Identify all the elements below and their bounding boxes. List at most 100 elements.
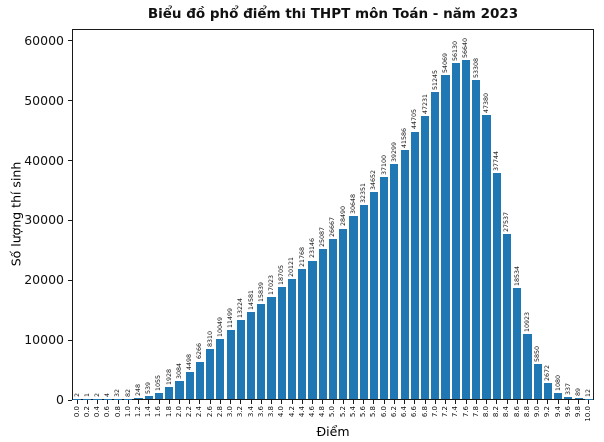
bar-value-label: 34652: [370, 169, 378, 190]
x-tick-label-wrap: 5.8: [369, 406, 379, 417]
x-tick-mark: [158, 400, 160, 404]
y-tick-label: 10000: [24, 332, 64, 348]
x-tick-label: 9.2: [543, 406, 552, 418]
x-tick-label-wrap: 5.6: [359, 406, 369, 417]
y-tick-label: 30000: [24, 212, 64, 228]
x-tick-label-wrap: 3.2: [236, 406, 246, 417]
bar: [451, 63, 460, 399]
bar-value-label: 1: [83, 392, 91, 397]
x-tick-mark: [352, 400, 354, 404]
bar: [421, 116, 430, 399]
x-tick-label: 6.4: [400, 406, 409, 418]
bar-value-label-wrap: 28490: [338, 206, 348, 226]
bar-value-label: 28490: [339, 206, 347, 227]
x-tick-mark: [578, 400, 580, 404]
x-tick-label-wrap: 8.8: [522, 406, 532, 417]
bar-value-label: 56640: [462, 38, 470, 59]
bar-value-label-wrap: 1928: [164, 369, 174, 385]
x-tick-mark: [455, 400, 457, 404]
x-tick-mark: [230, 400, 232, 404]
bar-value-label: 89: [575, 388, 583, 397]
bar-value-label-wrap: 539: [144, 382, 154, 394]
y-tick-mark: [68, 219, 72, 221]
x-tick-label-wrap: 0.6: [103, 406, 113, 417]
x-tick-mark: [373, 400, 375, 404]
x-tick-mark: [178, 400, 180, 404]
x-tick-label-wrap: 6.6: [410, 406, 420, 417]
x-tick-label: 6.0: [379, 406, 388, 418]
bar-value-label-wrap: 56130: [451, 41, 461, 61]
x-tick-label: 9.0: [533, 406, 542, 418]
x-tick-label-wrap: 8.6: [512, 406, 522, 417]
x-tick-label: 7.0: [430, 406, 439, 418]
x-tick-mark: [445, 400, 447, 404]
x-tick-label-wrap: 8.4: [502, 406, 512, 417]
bar: [257, 304, 266, 399]
x-tick-label: 2.8: [215, 406, 224, 418]
x-tick-label: 2.6: [205, 406, 214, 418]
x-tick-mark: [486, 400, 488, 404]
x-tick-label: 10.0: [584, 406, 593, 422]
bar-value-label-wrap: 10923: [522, 312, 532, 332]
bar-value-label-wrap: 5850: [533, 346, 543, 362]
x-tick-mark: [424, 400, 426, 404]
x-tick-label: 6.6: [410, 406, 419, 418]
bar-value-label: 4498: [186, 354, 194, 371]
bar-value-label: 15839: [257, 282, 265, 303]
bar: [339, 228, 348, 399]
bar-value-label: 27537: [503, 212, 511, 233]
x-tick-mark: [209, 400, 211, 404]
x-tick-label-wrap: 4.8: [318, 406, 328, 417]
x-tick-mark: [496, 400, 498, 404]
x-tick-label-wrap: 1.2: [133, 406, 143, 417]
bar-value-label: 18534: [513, 266, 521, 287]
bar: [195, 361, 205, 399]
bar: [267, 297, 276, 399]
bar-value-label: 32: [114, 388, 122, 397]
bar: [390, 163, 399, 399]
bar: [216, 338, 225, 399]
x-tick-mark: [526, 400, 528, 404]
bar-value-label: 82: [124, 388, 132, 397]
y-tick-label: 20000: [24, 272, 64, 288]
x-tick-label: 0.8: [113, 406, 122, 418]
bar-value-label: 21768: [298, 246, 306, 267]
x-tick-label-wrap: 9.8: [574, 406, 584, 417]
bar-value-label: 47380: [482, 93, 490, 114]
x-tick-label-wrap: 6.2: [389, 406, 399, 417]
x-tick-mark: [148, 400, 150, 404]
bar-value-label-wrap: 56640: [461, 38, 471, 58]
bar-value-label-wrap: 15839: [256, 282, 266, 302]
y-tick-label: 40000: [24, 152, 64, 168]
bar-value-label-wrap: 1055: [154, 375, 164, 391]
x-tick-label: 3.6: [256, 406, 265, 418]
x-tick-label: 8.6: [512, 406, 521, 418]
x-tick-label: 3.0: [226, 406, 235, 418]
bar: [247, 311, 256, 399]
x-tick-label: 8.8: [522, 406, 531, 418]
bar-value-label: 23146: [308, 238, 316, 259]
x-tick-label: 4.8: [318, 406, 327, 418]
x-tick-label: 7.4: [451, 406, 460, 418]
y-tick-mark: [68, 160, 72, 162]
x-tick-mark: [342, 400, 344, 404]
x-tick-label: 4.6: [308, 406, 317, 418]
x-tick-mark: [219, 400, 221, 404]
bar-value-label-wrap: 34652: [369, 170, 379, 190]
bar-value-label-wrap: 1080: [553, 375, 563, 391]
bar: [554, 392, 563, 399]
x-tick-label-wrap: 9.4: [553, 406, 563, 417]
x-tick-mark: [97, 400, 99, 404]
x-tick-label-wrap: 2.4: [195, 406, 205, 417]
x-tick-label: 1.8: [164, 406, 173, 418]
x-tick-mark: [363, 400, 365, 404]
bar-value-label-wrap: 21768: [297, 247, 307, 267]
bar-value-label: 54069: [441, 53, 449, 74]
bar: [298, 268, 307, 399]
x-tick-label: 3.2: [236, 406, 245, 418]
bar: [175, 380, 184, 399]
bar-value-label-wrap: 27537: [502, 212, 512, 232]
bar-value-label-wrap: 2672: [543, 365, 553, 381]
x-tick-label: 8.0: [482, 406, 491, 418]
bar-value-label: 1928: [165, 369, 173, 386]
